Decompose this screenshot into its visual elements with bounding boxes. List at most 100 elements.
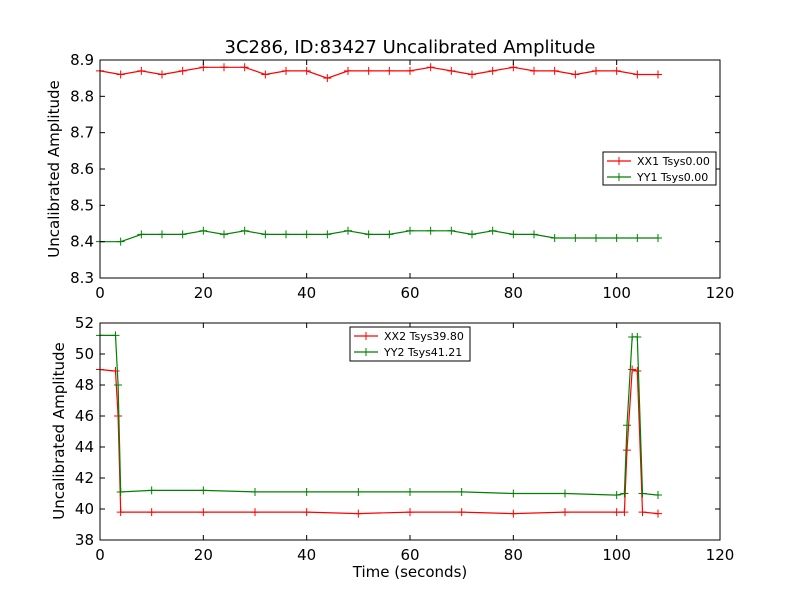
data-point — [111, 331, 120, 340]
data-point — [620, 508, 629, 517]
amplitude-plot-bottom: 0 20 40 60 80 100 120 38 40 42 44 46 48 50 52 Time (se… — [50, 314, 734, 581]
data-point — [406, 508, 414, 517]
data-point — [509, 230, 518, 239]
data-point — [302, 230, 311, 239]
y-tick-label: 8.3 — [70, 269, 94, 287]
data-point — [488, 226, 497, 235]
plot-top-marks — [96, 63, 662, 246]
plot-bottom-marks — [96, 331, 662, 518]
data-point — [302, 508, 311, 517]
legend-label: YY1 Tsys0.00 — [636, 171, 708, 184]
y-tick-label: 8.6 — [70, 160, 94, 178]
legend-marker — [615, 157, 623, 165]
data-point — [282, 66, 290, 75]
y-axis-label-bottom: Uncalibrated Amplitude — [50, 342, 68, 519]
series-line-1 — [99, 368, 659, 515]
data-point — [261, 230, 270, 239]
x-tick-label: 60 — [400, 546, 419, 564]
series-line-2 — [100, 230, 658, 243]
data-point — [620, 489, 629, 498]
data-point — [302, 66, 311, 75]
data-point — [158, 70, 166, 79]
data-point — [654, 234, 662, 243]
x-tick-label: 0 — [95, 284, 105, 302]
data-point — [323, 74, 332, 83]
data-point — [612, 66, 621, 75]
plot-top-ticks: 0 20 40 60 80 100 120 8.3 8.4 8.5 8.6 8.7 8.8 8.9 — [70, 51, 734, 302]
data-point — [354, 509, 363, 518]
data-point — [426, 63, 435, 72]
x-tick-label: 80 — [504, 284, 523, 302]
chart-title: 3C286, ID:83427 Uncalibrated Amplitude — [225, 37, 596, 58]
data-point — [116, 237, 125, 246]
data-point — [550, 66, 559, 75]
data-point — [385, 66, 394, 75]
data-point — [468, 230, 476, 239]
x-tick-label: 20 — [194, 284, 213, 302]
data-point — [457, 508, 466, 517]
y-tick-label: 8.4 — [70, 233, 94, 251]
data-point — [302, 487, 311, 496]
data-point — [633, 332, 642, 341]
data-point — [612, 508, 621, 517]
data-point — [561, 489, 569, 498]
data-point — [426, 226, 435, 235]
data-point — [199, 486, 208, 495]
data-point — [282, 230, 290, 239]
y-tick-label: 42 — [75, 469, 94, 487]
data-point — [406, 66, 414, 75]
y-tick-label: 52 — [75, 314, 94, 332]
data-point — [344, 226, 352, 235]
legend-top: XX1 Tsys0.00 YY1 Tsys0.00 — [602, 151, 717, 186]
data-point — [612, 491, 621, 500]
legend-marker — [615, 173, 623, 181]
data-point — [385, 230, 394, 239]
x-tick-label: 120 — [706, 546, 735, 564]
y-tick-label: 48 — [75, 376, 94, 394]
data-point — [623, 421, 631, 430]
data-point — [158, 230, 166, 239]
x-tick-label: 120 — [706, 284, 735, 302]
data-point — [406, 226, 414, 235]
data-point — [628, 365, 637, 374]
data-point — [364, 66, 373, 75]
y-axis-label-top: Uncalibrated Amplitude — [45, 80, 63, 257]
data-point — [116, 508, 125, 517]
data-point — [509, 489, 518, 498]
data-point — [550, 234, 559, 243]
series-line-1 — [99, 66, 658, 79]
data-point — [114, 381, 123, 389]
y-tick-label: 8.9 — [70, 51, 94, 69]
legend-marker — [362, 348, 370, 356]
data-point — [111, 367, 120, 376]
data-point — [592, 66, 600, 75]
legend-box — [349, 326, 471, 362]
amplitude-plot-top: 0 20 40 60 80 100 120 8.3 8.4 8.5 8.6 8.7 8.8 8.9 3C2… — [45, 37, 734, 302]
plot-bottom-ticks: 0 20 40 60 80 100 120 38 40 42 44 46 48 50 52 — [75, 314, 734, 564]
data-point — [251, 487, 259, 496]
legend-bottom: XX2 Tsys39.80 YY2 Tsys41.21 — [349, 326, 471, 362]
data-point — [633, 234, 642, 243]
data-point — [638, 489, 647, 498]
data-point — [220, 63, 228, 72]
data-point — [561, 508, 569, 517]
data-point — [116, 487, 125, 496]
data-point — [488, 66, 497, 75]
data-point — [137, 66, 146, 75]
series-line-2 — [100, 334, 659, 496]
y-tick-label: 50 — [75, 345, 94, 363]
data-point — [633, 70, 642, 79]
x-tick-label: 60 — [400, 284, 419, 302]
data-point — [571, 70, 580, 79]
data-point — [116, 70, 125, 79]
data-point — [623, 446, 631, 455]
x-tick-label: 100 — [602, 284, 631, 302]
data-point — [530, 66, 538, 75]
data-point — [147, 508, 156, 517]
data-point — [114, 412, 123, 420]
data-point — [137, 230, 146, 239]
data-point — [654, 70, 662, 79]
data-point — [199, 508, 208, 517]
data-point — [638, 508, 647, 517]
